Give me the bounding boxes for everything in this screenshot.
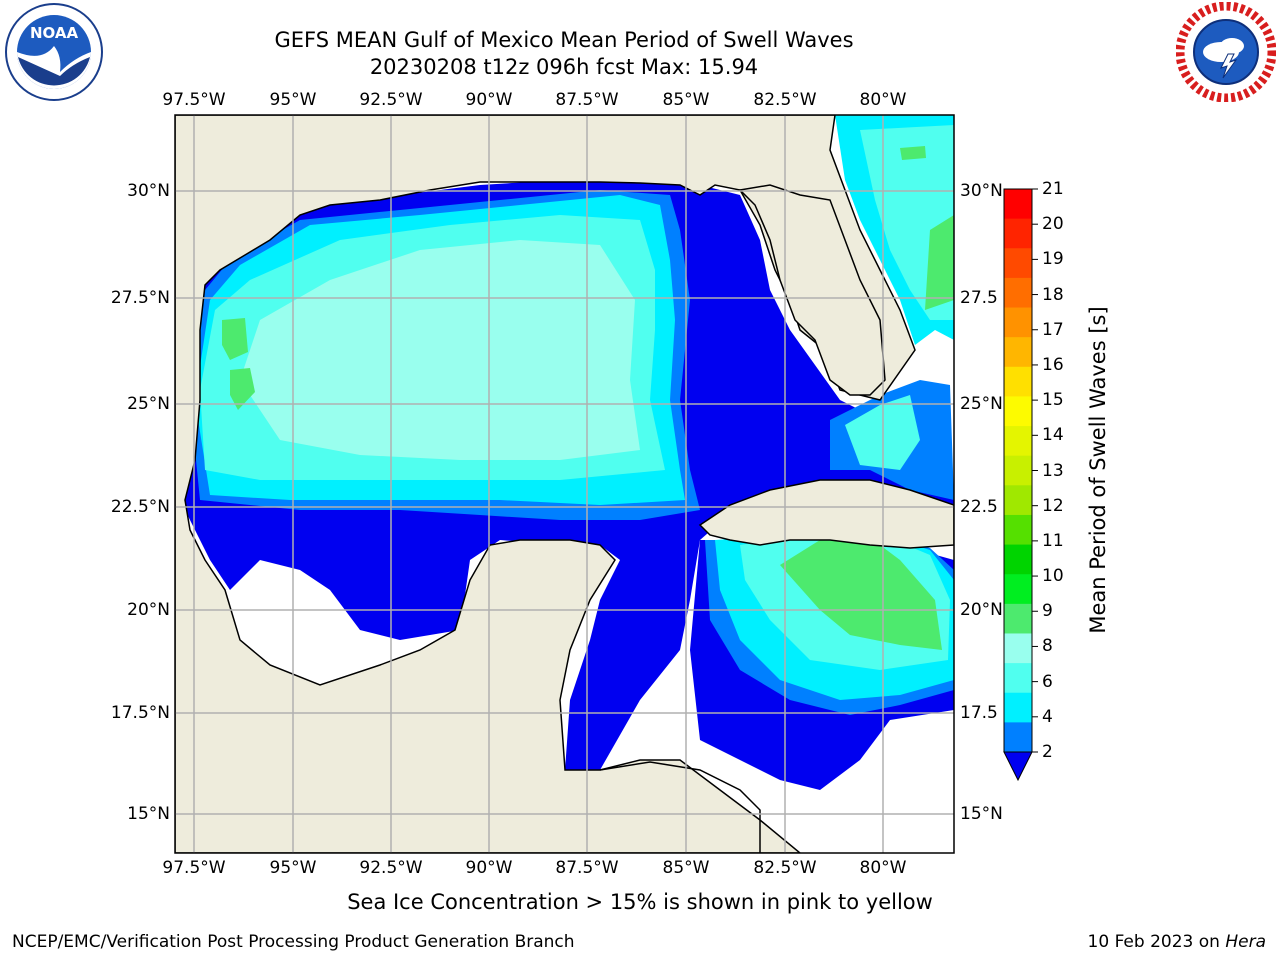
lon-label-top: 87.5°W: [555, 90, 619, 110]
colorbar-band: [1004, 514, 1032, 546]
colorbar-tick-label: 15: [1042, 390, 1064, 411]
lat-label-right: 30°N: [960, 181, 1003, 201]
lat-label-left: 22.5°N: [110, 497, 170, 517]
colorbar-band: [1004, 189, 1032, 220]
colorbar-band: [1004, 277, 1032, 309]
atlantic-swell-10s: [925, 215, 954, 310]
lat-label-left: 17.5°N: [110, 703, 170, 723]
lon-label-bottom: 95°W: [269, 858, 317, 878]
caribbean-swell-10s: [780, 530, 942, 650]
colorbar-tick-label: 18: [1042, 284, 1064, 305]
footer-host: Hera: [1225, 932, 1266, 952]
map-subtitle: 20230208 t12z 096h fcst Max: 15.94: [369, 55, 759, 79]
land-florida: [738, 184, 886, 396]
colorbar: [1003, 188, 1038, 782]
colorbar-band: [1004, 633, 1032, 664]
colorbar-tick-label: 14: [1042, 425, 1064, 446]
colorbar-band: [1004, 307, 1032, 338]
colorbar-tick-label: 2: [1042, 742, 1053, 762]
lon-label-bottom: 85°W: [662, 858, 710, 878]
map-title: GEFS MEAN Gulf of Mexico Mean Period of …: [274, 28, 854, 52]
lat-label-right: 22.5: [960, 497, 998, 517]
lon-label-bottom: 80°W: [859, 858, 907, 878]
footer-left: NCEP/EMC/Verification Post Processing Pr…: [12, 932, 575, 952]
lon-label-bottom: 82.5°W: [753, 858, 817, 878]
colorbar-band: [1004, 337, 1032, 368]
colorbar-band: [1004, 485, 1032, 516]
colorbar-band: [1004, 603, 1032, 634]
lon-label-bottom: 92.5°W: [359, 858, 423, 878]
lon-label-top: 85°W: [662, 90, 710, 110]
lat-label-left: 30°N: [127, 181, 170, 201]
footer-right: 10 Feb 2023 on Hera: [1088, 932, 1266, 952]
colorbar-band: [1004, 426, 1032, 457]
colorbar-band: [1004, 248, 1032, 279]
colorbar-extend-arrow: [1003, 751, 1033, 782]
colorbar-tick-label: 11: [1042, 530, 1064, 551]
colorbar-band: [1004, 574, 1032, 605]
lat-label-left: 25°N: [127, 394, 170, 414]
lon-label-top: 90°W: [465, 90, 513, 110]
colorbar-tick-label: 16: [1042, 354, 1064, 375]
lat-label-left: 15°N: [127, 804, 170, 824]
colorbar-tick-label: 10: [1042, 566, 1064, 587]
lon-label-top: 97.5°W: [162, 90, 226, 110]
colorbar-tick-label: 6: [1042, 671, 1053, 692]
colorbar-tick-label: 4: [1042, 706, 1053, 727]
colorbar-tick-label: 21: [1042, 179, 1064, 199]
coastline-honduras: [599, 761, 761, 853]
atlantic-swell-10s: [900, 146, 926, 160]
colorbar-tick-label: 13: [1042, 460, 1064, 481]
lat-label-right: 15°N: [960, 804, 1003, 824]
map-frame: [174, 114, 955, 854]
gulf-swell-9s: [240, 240, 640, 460]
colorbar-band: [1004, 722, 1032, 753]
footer-date: 10 Feb 2023 on: [1087, 932, 1226, 952]
colorbar-label: Mean Period of Swell Waves [s]: [1086, 306, 1110, 634]
noaa-logo-text: NOAA: [30, 24, 79, 42]
lat-label-right: 27.5: [960, 288, 998, 308]
lat-label-right: 20°N: [960, 600, 1003, 620]
noaa-logo: NOAA: [4, 2, 104, 102]
lat-label-right: 17.5: [960, 703, 998, 723]
nws-logo: [1175, 1, 1277, 103]
lat-label-right: 25°N: [960, 394, 1003, 414]
colorbar-tick-label: 8: [1042, 636, 1053, 657]
lon-label-bottom: 97.5°W: [162, 858, 226, 878]
colorbar-band: [1004, 544, 1032, 575]
colorbar-tick-label: 12: [1042, 495, 1064, 516]
colorbar-band: [1004, 396, 1032, 427]
lon-label-top: 82.5°W: [753, 90, 817, 110]
lat-label-left: 27.5°N: [110, 288, 170, 308]
map-gridlines: [175, 115, 954, 853]
lon-label-top: 95°W: [269, 90, 317, 110]
colorbar-tick-label: 17: [1042, 319, 1064, 340]
colorbar-band: [1004, 366, 1032, 397]
lon-label-top: 92.5°W: [359, 90, 423, 110]
land-cuba: [698, 479, 954, 549]
colorbar-band: [1004, 663, 1032, 694]
gulf-swell-10s-patch: [222, 318, 248, 360]
colorbar-tick-label: 19: [1042, 249, 1064, 270]
colorbar-tick-label: 20: [1042, 214, 1064, 235]
colorbar-band: [1004, 218, 1032, 249]
colorbar-tick-label: 9: [1042, 601, 1053, 622]
gulf-swell-10s-patch: [230, 368, 255, 410]
lat-label-left: 20°N: [127, 600, 170, 620]
lon-label-bottom: 90°W: [465, 858, 513, 878]
colorbar-band: [1004, 692, 1032, 723]
sea-ice-note: Sea Ice Concentration > 15% is shown in …: [347, 890, 933, 914]
colorbar-band: [1004, 455, 1032, 486]
lon-label-bottom: 87.5°W: [555, 858, 619, 878]
lon-label-top: 80°W: [859, 90, 907, 110]
